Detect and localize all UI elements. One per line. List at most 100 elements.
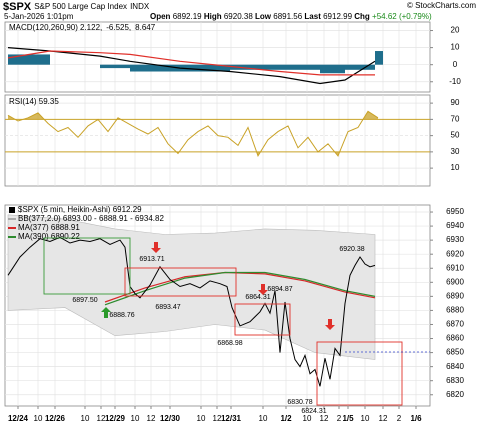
- rsi-legend: RSI(14) 59.35: [9, 97, 59, 106]
- y-tick-label: 90: [451, 98, 460, 107]
- pattern-box: [316, 341, 403, 406]
- high: 6920.38: [224, 12, 253, 21]
- price-annotation: 6913.71: [139, 256, 164, 263]
- x-tick-label: 12: [147, 414, 156, 423]
- histogram-bar: [345, 64, 375, 70]
- x-tick-label: 2: [337, 414, 342, 423]
- y-tick-label: 50: [451, 131, 460, 140]
- histogram-bar: [8, 54, 50, 65]
- y-tick-label: 70: [451, 114, 460, 123]
- legend-entry: BB(377,2.0) 6893.00 - 6888.91 - 6934.82: [18, 214, 164, 223]
- price-annotation: 6824.31: [301, 408, 326, 415]
- price-line: [7, 236, 376, 387]
- y-tick-label: 20: [451, 26, 460, 35]
- exchange: INDX: [130, 2, 150, 11]
- histogram-bar: [180, 64, 230, 72]
- histogram-bar: [100, 64, 130, 69]
- date: 5-Jan-2026 1:01pm: [4, 12, 74, 21]
- plot-area: 20 10 0 -10 90 70 50 30 10 6950 6940 6930 6920 6910 69…: [4, 21, 464, 423]
- x-tick-label: 10: [361, 414, 370, 423]
- x-tick-label: 10: [197, 414, 206, 423]
- y-tick-label: 6890: [446, 291, 464, 300]
- legend-value: -6.525,: [106, 23, 131, 32]
- histogram-bar: [230, 64, 280, 70]
- last: 6912.99: [323, 12, 352, 21]
- change: +54.62 (+0.79%): [372, 12, 432, 21]
- x-tick-label: 12: [213, 414, 222, 423]
- y-tick-label: 6820: [446, 390, 464, 399]
- x-tick-label: 12: [320, 414, 329, 423]
- price-legend: $SPX (5 min, Heikin-Ashi) 6912.29: [18, 205, 142, 214]
- y-tick-label: 10: [451, 43, 460, 52]
- macd-line: [7, 47, 376, 85]
- credit: © StockCharts.com: [407, 1, 476, 10]
- x-tick-label: 1/2: [280, 414, 292, 423]
- legend-entry: MA(377) 6888.91: [18, 223, 80, 232]
- x-tick-label: 12/30: [160, 414, 181, 423]
- price-annotation: 6920.38: [339, 246, 364, 253]
- pattern-box: [234, 303, 291, 336]
- x-tick-label: 10: [303, 414, 312, 423]
- pattern-box: [124, 267, 237, 297]
- x-tick-label: 12: [379, 414, 388, 423]
- index-name: S&P 500 Large Cap Index: [34, 2, 127, 11]
- legend-swatch: [9, 207, 15, 213]
- histogram-bar: [320, 64, 345, 74]
- histogram-bar: [280, 64, 320, 70]
- y-tick-label: 6880: [446, 306, 464, 315]
- price-annotation: 6830.78: [287, 399, 312, 406]
- sell-arrow: [151, 242, 161, 253]
- high-label: High: [204, 12, 222, 21]
- legend-value: 2.122,: [80, 23, 102, 32]
- legend-value: 8.647: [135, 23, 156, 32]
- price-annotation: 6868.98: [217, 340, 242, 347]
- x-tick-label: 2: [397, 414, 402, 423]
- price-annotation: 6894.87: [267, 286, 292, 293]
- y-tick-label: 6900: [446, 277, 464, 286]
- y-tick-label: 6940: [446, 221, 464, 230]
- y-tick-label: 6950: [446, 207, 464, 216]
- rsi-line: [7, 110, 379, 158]
- moving-average: [104, 271, 376, 306]
- panel-frame: [4, 94, 431, 187]
- legend-entry: MA(390) 6890.22: [18, 232, 80, 241]
- quote: Open 6892.19 High 6920.38 Low 6891.56 La…: [150, 12, 432, 21]
- y-tick-label: 6910: [446, 263, 464, 272]
- x-tick-label: 1/6: [410, 414, 422, 423]
- header-title: $SPX S&P 500 Large Cap Index INDX: [3, 1, 150, 13]
- x-tick-label: 10: [34, 414, 43, 423]
- x-tick-label: 12/24: [8, 414, 29, 423]
- x-tick-label: 10: [131, 414, 140, 423]
- x-tick-label: 1/5: [342, 414, 354, 423]
- y-tick-label: 30: [451, 147, 460, 156]
- low: 6891.56: [273, 12, 302, 21]
- moving-average: [104, 271, 376, 303]
- y-tick-label: 6840: [446, 362, 464, 371]
- x-tick-label: 12: [97, 414, 106, 423]
- price-annotation: 6888.76: [109, 312, 134, 319]
- y-tick-label: 6930: [446, 235, 464, 244]
- y-tick-label: 6870: [446, 320, 464, 329]
- panel-frame: [4, 21, 431, 93]
- y-tick-label: 0: [453, 60, 458, 69]
- y-tick-label: 6850: [446, 348, 464, 357]
- x-tick-label: 12/26: [45, 414, 66, 423]
- sell-arrow: [325, 319, 335, 330]
- price-annotation: 6897.50: [72, 297, 97, 304]
- buy-arrow: [101, 307, 111, 318]
- histogram-bar: [130, 64, 180, 72]
- y-tick-label: 6830: [446, 376, 464, 385]
- chg-label: Chg: [354, 12, 370, 21]
- histogram-bar: [375, 51, 383, 65]
- x-tick-label: 10: [259, 414, 268, 423]
- y-tick-label: -10: [449, 77, 461, 86]
- price-annotation: 6864.31: [245, 294, 270, 301]
- open: 6892.19: [173, 12, 202, 21]
- pattern-box: [43, 237, 131, 295]
- y-tick-label: 6860: [446, 334, 464, 343]
- x-tick-label: 10: [81, 414, 90, 423]
- sell-arrow: [258, 284, 268, 295]
- macd-legend: MACD(120,260,90): [9, 23, 78, 32]
- low-label: Low: [255, 12, 272, 21]
